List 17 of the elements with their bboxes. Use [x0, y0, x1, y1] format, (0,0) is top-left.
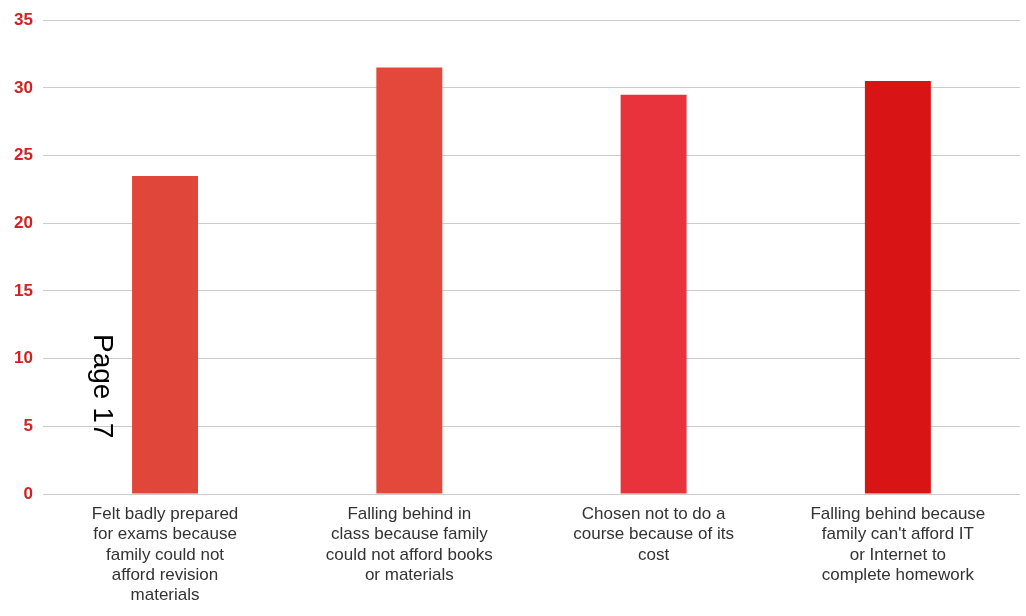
- bar: [132, 175, 199, 494]
- y-tick-label: 5: [23, 416, 33, 435]
- y-tick-label: 15: [13, 280, 33, 300]
- x-tick-label: Falling behind in class because family could not afford books or materials: [325, 503, 493, 585]
- bar: [376, 67, 443, 494]
- annotation: Page 17: [88, 334, 120, 439]
- bar: [620, 94, 687, 494]
- y-tick-label: 35: [13, 9, 33, 29]
- y-tick-label: 10: [13, 348, 33, 368]
- x-tick-label: Falling behind because family can't afford IT or Internet to complete homework: [810, 503, 986, 585]
- x-tick-label: Felt badly prepared for exams because family could not afford revision materials: [91, 503, 239, 605]
- y-tick-label: 0: [23, 483, 33, 503]
- y-tick-label: 25: [13, 145, 33, 165]
- y-tick-label: 30: [13, 77, 33, 97]
- x-tick-label: Chosen not to do a course because of its cost: [573, 503, 734, 564]
- y-tick-label: 20: [13, 212, 33, 232]
- bar: [864, 81, 931, 494]
